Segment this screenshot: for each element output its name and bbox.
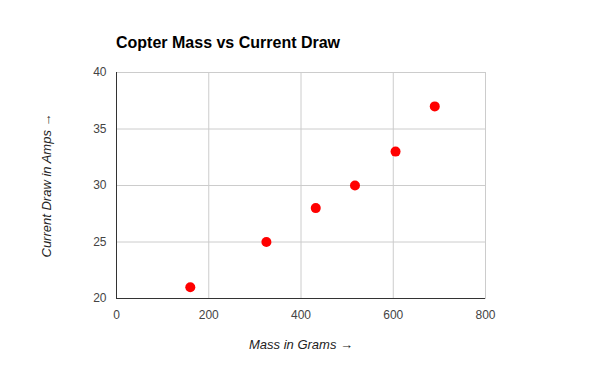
svg-text:40: 40	[93, 65, 107, 79]
svg-text:20: 20	[93, 291, 107, 305]
html-text:Copter Mass vs Current Draw: Copter Mass vs Current Draw	[116, 34, 341, 51]
svg-text:600: 600	[383, 308, 403, 322]
svg-text:Mass in Grams →: Mass in Grams →	[249, 337, 353, 352]
svg-text:200: 200	[199, 308, 219, 322]
svg-text:35: 35	[93, 122, 107, 136]
svg-text:30: 30	[93, 178, 107, 192]
svg-text:800: 800	[475, 308, 495, 322]
svg-text:400: 400	[291, 308, 311, 322]
svg-text:25: 25	[93, 235, 107, 249]
svg-text:Current Draw in Amps →: Current Draw in Amps →	[39, 114, 54, 258]
svg-text:0: 0	[113, 308, 120, 322]
